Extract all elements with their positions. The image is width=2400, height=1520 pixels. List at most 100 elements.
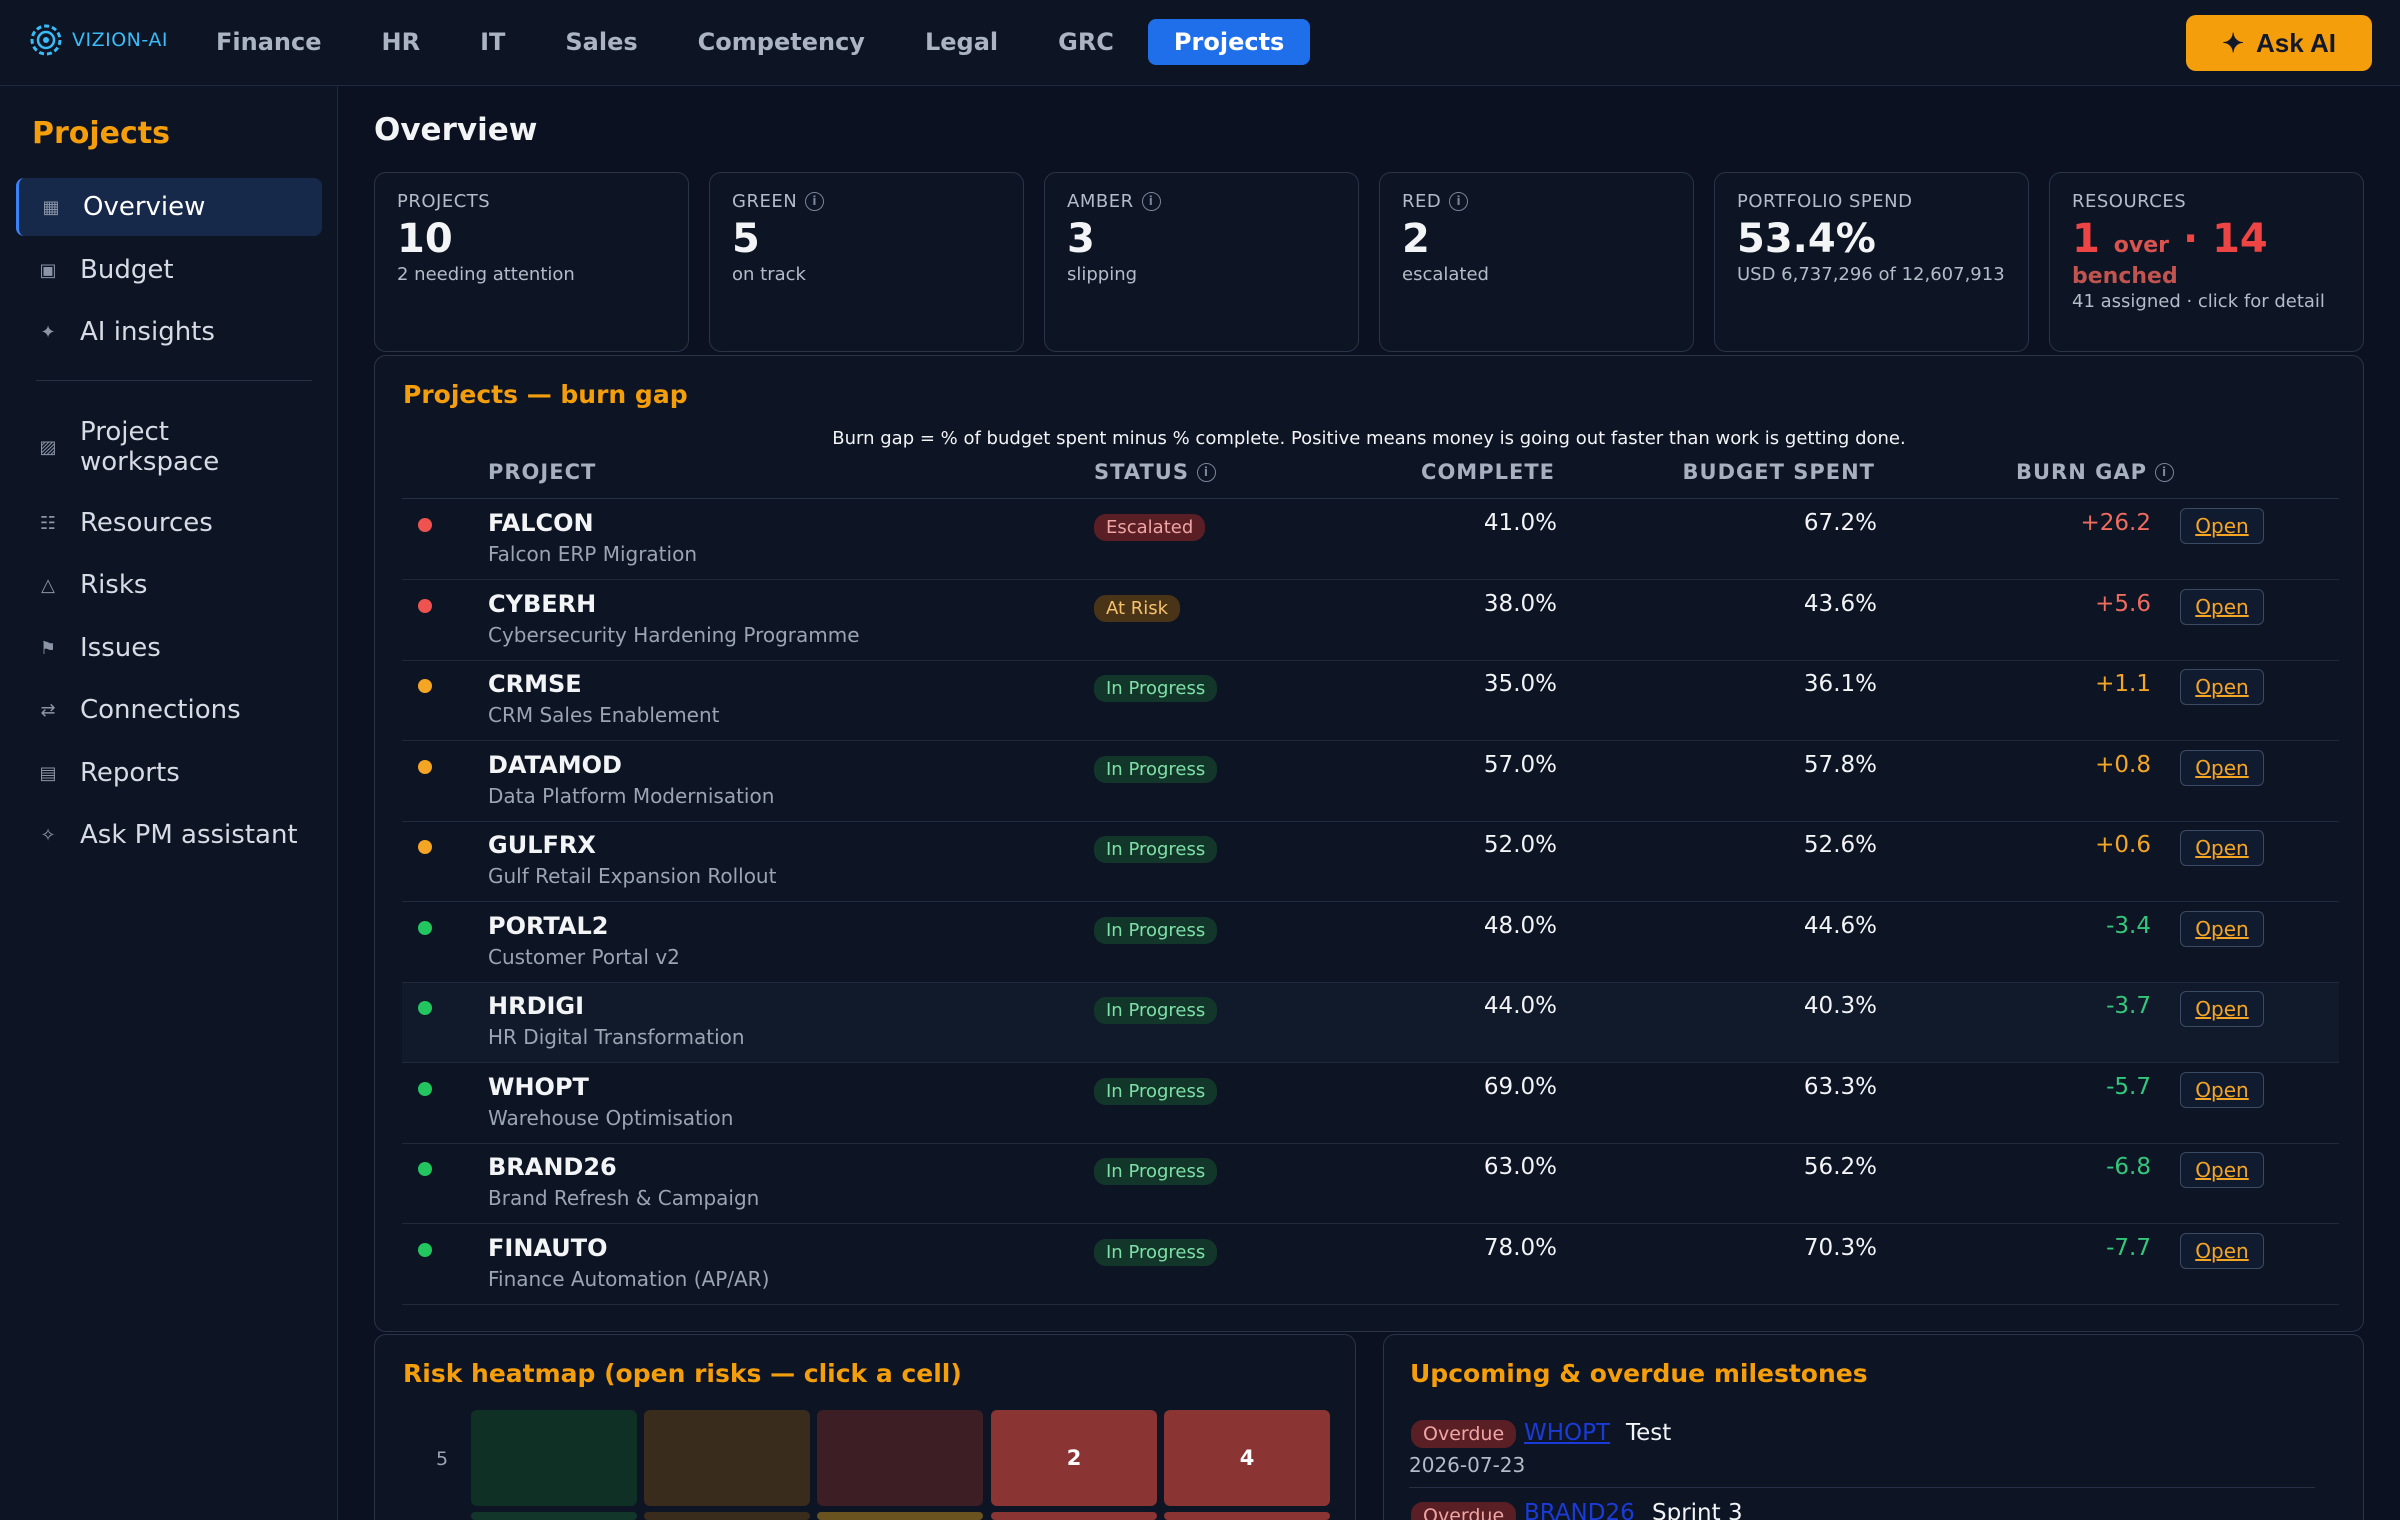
sidebar-divider bbox=[36, 380, 312, 381]
table-row[interactable]: PORTAL2 Customer Portal v2 In Progress 48.0… bbox=[402, 903, 2339, 983]
info-icon[interactable]: i bbox=[1141, 192, 1161, 211]
sidebar-item-risks[interactable]: △ Risks bbox=[16, 556, 322, 614]
kpi-amber-card[interactable]: AMBER i 3 slipping bbox=[1044, 172, 1359, 352]
grid-icon: ▦ bbox=[42, 196, 60, 218]
table-row[interactable]: WHOPT Warehouse Optimisation In Progress 69… bbox=[402, 1064, 2339, 1144]
logo-text: VIZION-AI bbox=[72, 29, 168, 51]
sidebar-item-connections[interactable]: ⇄ Connections bbox=[16, 681, 322, 739]
table-row[interactable]: BRAND26 Brand Refresh & Campaign In Progre… bbox=[402, 1144, 2339, 1224]
tab-grc[interactable]: GRC bbox=[1058, 28, 1114, 56]
col-header-budget-spent: BUDGET SPENT bbox=[1682, 460, 1875, 484]
complete-value: 48.0% bbox=[1483, 912, 1557, 939]
open-project-button[interactable]: Open bbox=[2180, 588, 2264, 625]
table-row[interactable]: FINAUTO Finance Automation (AP/AR) In Prog… bbox=[402, 1225, 2339, 1305]
info-icon[interactable]: i bbox=[1196, 462, 1216, 482]
heatmap-cell[interactable] bbox=[991, 1512, 1157, 1520]
top-nav: VIZION-AI Finance HR IT Sales Competency… bbox=[0, 0, 2400, 86]
rag-status-dot bbox=[418, 518, 432, 532]
sidebar-item-overview[interactable]: ▦ Overview bbox=[16, 178, 322, 236]
heatmap-cell[interactable] bbox=[471, 1512, 637, 1520]
heatmap-cell[interactable] bbox=[817, 1410, 983, 1506]
kpi-label: PROJECTS bbox=[397, 191, 491, 212]
open-project-button[interactable]: Open bbox=[2180, 991, 2264, 1027]
tab-projects[interactable]: Projects bbox=[1147, 19, 1311, 65]
status-badge: In Progress bbox=[1094, 1077, 1218, 1105]
budget-spent-value: 67.2% bbox=[1803, 510, 1877, 536]
open-project-button[interactable]: Open bbox=[2180, 830, 2264, 866]
arrows-icon: ⇄ bbox=[40, 699, 56, 721]
milestone-name: Test bbox=[1626, 1420, 1672, 1446]
heatmap-cell[interactable] bbox=[1164, 1512, 1330, 1520]
project-name: Cybersecurity Hardening Programme bbox=[488, 622, 860, 647]
sidebar-item-project-workspace[interactable]: ▨ Project workspace bbox=[16, 412, 322, 482]
sidebar-item-label: Budget bbox=[80, 255, 174, 285]
table-row[interactable]: GULFRX Gulf Retail Expansion Rollout In Pr… bbox=[402, 822, 2339, 902]
complete-value: 35.0% bbox=[1483, 671, 1557, 697]
project-name: Falcon ERP Migration bbox=[488, 542, 697, 566]
tab-sales[interactable]: Sales bbox=[565, 28, 638, 56]
sparkle-icon: ✦ bbox=[40, 321, 56, 343]
sidebar-item-label: Reports bbox=[80, 758, 180, 788]
col-header-label: BURN GAP bbox=[2016, 460, 2147, 484]
burn-gap-value: -6.8 bbox=[2106, 1154, 2151, 1180]
kpi-sub: escalated bbox=[1402, 264, 1489, 285]
kpi-red-card[interactable]: RED i 2 escalated bbox=[1379, 172, 1694, 352]
info-icon[interactable]: i bbox=[805, 192, 825, 211]
status-badge: At Risk bbox=[1094, 594, 1181, 622]
kpi-portfolio-spend-card[interactable]: PORTFOLIO SPEND 53.4% USD 6,737,296 of 1… bbox=[1714, 172, 2029, 352]
heatmap-cell[interactable]: 2 bbox=[991, 1410, 1157, 1506]
complete-value: 41.0% bbox=[1483, 510, 1557, 536]
milestone-project-link[interactable]: BRAND26 bbox=[1524, 1500, 1635, 1520]
table-row[interactable]: DATAMOD Data Platform Modernisation In Pro… bbox=[402, 742, 2339, 822]
open-project-button[interactable]: Open bbox=[2180, 1071, 2264, 1108]
tab-legal[interactable]: Legal bbox=[924, 28, 999, 56]
heatmap-cell[interactable] bbox=[644, 1410, 810, 1506]
milestone-project-link[interactable]: WHOPT bbox=[1524, 1420, 1611, 1446]
sidebar-item-issues[interactable]: ⚑ Issues bbox=[16, 619, 322, 677]
sidebar-item-ask-pm-assistant[interactable]: ✧ Ask PM assistant bbox=[16, 806, 322, 864]
sidebar-item-budget[interactable]: ▣ Budget bbox=[16, 241, 322, 299]
table-row[interactable]: FALCON Falcon ERP Migration Escalated 41.0%… bbox=[402, 500, 2339, 580]
heatmap-cell[interactable] bbox=[817, 1512, 983, 1520]
burn-gap-value: +5.6 bbox=[2095, 590, 2151, 617]
col-header-complete: COMPLETE bbox=[1421, 460, 1555, 484]
logo[interactable]: VIZION-AI bbox=[26, 20, 168, 60]
tab-hr[interactable]: HR bbox=[381, 28, 421, 56]
project-code: HRDIGI bbox=[488, 992, 585, 1020]
open-project-button[interactable]: Open bbox=[2180, 669, 2264, 705]
sidebar-item-ai-insights[interactable]: ✦ AI insights bbox=[16, 303, 322, 361]
tab-it[interactable]: IT bbox=[480, 28, 506, 56]
info-icon[interactable]: i bbox=[2155, 462, 2174, 482]
status-badge: In Progress bbox=[1094, 1238, 1218, 1266]
open-project-button[interactable]: Open bbox=[2180, 1152, 2264, 1188]
project-code: PORTAL2 bbox=[488, 911, 609, 940]
project-name: Data Platform Modernisation bbox=[488, 783, 775, 808]
open-project-button[interactable]: Open bbox=[2180, 508, 2264, 544]
sidebar-item-reports[interactable]: ▤ Reports bbox=[16, 744, 322, 802]
overdue-badge: Overdue bbox=[1411, 1420, 1517, 1448]
kpi-sub: USD 6,737,296 of 12,607,913 bbox=[1737, 264, 2005, 285]
project-code: CRMSE bbox=[488, 670, 582, 698]
heatmap-cell[interactable] bbox=[644, 1512, 810, 1520]
open-project-button[interactable]: Open bbox=[2180, 910, 2264, 947]
table-row[interactable]: HRDIGI HR Digital Transformation In Progre… bbox=[402, 983, 2339, 1063]
status-badge: In Progress bbox=[1094, 675, 1218, 702]
tab-competency[interactable]: Competency bbox=[697, 28, 865, 56]
open-project-button[interactable]: Open bbox=[2180, 749, 2264, 786]
kpi-label: AMBER bbox=[1067, 191, 1134, 212]
list-icon: ☷ bbox=[39, 512, 57, 534]
kpi-resources-card[interactable]: RESOURCES 1 over · 14 benched 41 assigne… bbox=[2049, 172, 2364, 352]
ask-ai-button[interactable]: ✦ Ask AI bbox=[2186, 15, 2372, 71]
sidebar-item-resources[interactable]: ☷ Resources bbox=[16, 494, 322, 552]
tab-finance[interactable]: Finance bbox=[216, 28, 322, 56]
kpi-projects-card[interactable]: PROJECTS 10 2 needing attention bbox=[374, 172, 689, 352]
open-project-button[interactable]: Open bbox=[2180, 1232, 2264, 1269]
table-row[interactable]: CYBERH Cybersecurity Hardening Programme A… bbox=[402, 581, 2339, 661]
kpi-green-card[interactable]: GREEN i 5 on track bbox=[709, 172, 1024, 352]
kpi-value: 53.4% bbox=[1737, 216, 1876, 262]
heatmap-cell[interactable] bbox=[471, 1410, 637, 1506]
info-icon[interactable]: i bbox=[1449, 192, 1469, 211]
table-row[interactable]: CRMSE CRM Sales Enablement In Progress 35.0… bbox=[402, 661, 2339, 741]
project-code: WHOPT bbox=[488, 1072, 589, 1101]
heatmap-cell[interactable]: 4 bbox=[1164, 1410, 1330, 1506]
